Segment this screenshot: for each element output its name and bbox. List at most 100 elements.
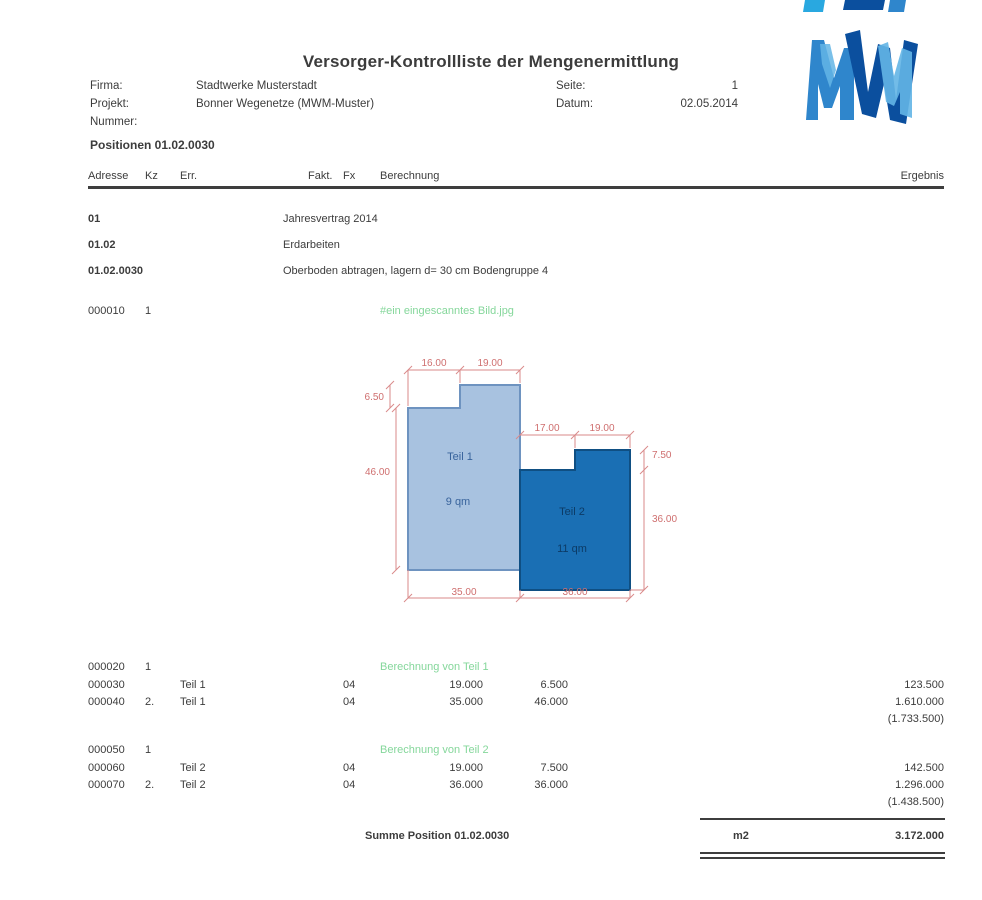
col-fx: Fx — [343, 170, 356, 182]
positionen-heading: Positionen 01.02.0030 — [90, 138, 215, 152]
row-adresse: 000040 — [88, 696, 125, 708]
seite-label: Seite: — [556, 80, 586, 92]
row-val2: 6.500 — [540, 679, 568, 691]
comment-row: 000050 1 Berechnung von Teil 2 — [88, 744, 944, 760]
row-fx: 04 — [343, 696, 356, 708]
row-adresse: 000050 — [88, 744, 125, 756]
datum-value: 02.05.2014 — [680, 98, 738, 110]
row-ergebnis: 142.500 — [904, 762, 944, 774]
dim-t1-left-lower: 46.00 — [365, 467, 390, 478]
sketch-diagram: 16.00 19.00 6.50 46.00 35.00 17.00 19.00… — [365, 358, 677, 603]
row-fx: 04 — [343, 679, 356, 691]
row-err: Teil 1 — [180, 679, 206, 691]
table-row: 01.02.0030 Oberboden abtragen, lagern d=… — [88, 265, 944, 281]
dim-t1-top-left: 16.00 — [421, 358, 446, 369]
row-val1: 19.000 — [449, 679, 483, 691]
row-adresse: 000070 — [88, 779, 125, 791]
col-fakt: Fakt. — [308, 170, 333, 182]
teil1-shape — [407, 384, 521, 571]
row-text: Jahresvertrag 2014 — [283, 213, 378, 225]
header-rule — [88, 186, 944, 189]
row-val1: 36.000 — [449, 779, 483, 791]
sum-rule-top — [700, 818, 945, 820]
teil1-area: 9 qm — [446, 496, 470, 508]
dim-t1-left-upper: 6.50 — [365, 392, 385, 403]
dim-t2-bottom: 36.00 — [562, 587, 587, 598]
row-kz: 2. — [145, 779, 155, 791]
row-val2: 7.500 — [540, 762, 568, 774]
calc-comment: Berechnung von Teil 1 — [380, 661, 489, 673]
firma-label: Firma: — [90, 80, 123, 92]
row-val2: 36.000 — [534, 779, 568, 791]
col-kz: Kz — [145, 170, 158, 182]
dim-t1-top-right: 19.00 — [477, 358, 502, 369]
page-title: Versorger-Kontrollliste der Mengenermitt… — [302, 52, 680, 71]
summe-wert: 3.172.000 — [895, 830, 944, 842]
comment-row: 000020 1 Berechnung von Teil 1 — [88, 661, 944, 677]
row-adresse: 000030 — [88, 679, 125, 691]
row-adresse: 000010 — [88, 305, 125, 317]
row-kz: 2. — [145, 696, 155, 708]
summe-einheit: m2 — [733, 830, 749, 842]
row-val1: 35.000 — [449, 696, 483, 708]
group-subtotal: (1.438.500) — [887, 796, 944, 808]
row-adresse: 000060 — [88, 762, 125, 774]
row-err: Teil 2 — [180, 762, 206, 774]
row-fx: 04 — [343, 779, 356, 791]
teil2-label: Teil 2 — [559, 506, 585, 518]
row-kz: 1 — [145, 305, 152, 317]
projekt-value: Bonner Wegenetze (MWM-Muster) — [196, 98, 375, 110]
subtotal-row: (1.733.500) — [88, 713, 944, 729]
row-kz: 1 — [145, 744, 152, 756]
teil2-area: 11 qm — [557, 543, 587, 555]
sum-rule-bottom-2 — [700, 857, 945, 859]
sum-rule-bottom-1 — [700, 852, 945, 854]
image-reference-row: 000010 1 #ein eingescanntes Bild.jpg — [88, 305, 944, 321]
group-subtotal: (1.733.500) — [887, 713, 944, 725]
col-berechnung: Berechnung — [380, 170, 440, 182]
calc-comment: Berechnung von Teil 2 — [380, 744, 489, 756]
table-row: 01 Jahresvertrag 2014 — [88, 213, 944, 229]
col-ergebnis: Ergebnis — [900, 170, 944, 182]
dim-t2-right-upper: 7.50 — [652, 450, 672, 461]
mwm-logo — [803, 0, 918, 124]
calc-row: 000060 Teil 2 04 19.000 7.500 142.500 — [88, 762, 944, 778]
datum-label: Datum: — [556, 98, 594, 110]
calc-row: 000040 2. Teil 1 04 35.000 46.000 1.610.… — [88, 696, 944, 712]
row-val2: 46.000 — [534, 696, 568, 708]
dimension-lines — [385, 365, 649, 603]
dim-t2-top-right: 19.00 — [589, 423, 614, 434]
summe-row: Summe Position 01.02.0030 m2 3.172.000 — [88, 830, 944, 846]
teil1-label: Teil 1 — [447, 451, 473, 463]
col-adresse: Adresse — [88, 170, 129, 182]
logo-top-accent-2 — [843, 0, 885, 10]
projekt-label: Projekt: — [90, 98, 129, 110]
nummer-label: Nummer: — [90, 116, 138, 128]
row-adresse: 01.02.0030 — [88, 265, 144, 277]
row-adresse: 01 — [88, 213, 101, 225]
row-ergebnis: 1.296.000 — [895, 779, 944, 791]
row-adresse: 000020 — [88, 661, 125, 673]
summe-label: Summe Position 01.02.0030 — [365, 830, 510, 842]
row-ergebnis: 1.610.000 — [895, 696, 944, 708]
calc-row: 000070 2. Teil 2 04 36.000 36.000 1.296.… — [88, 779, 944, 795]
seite-value: 1 — [731, 80, 738, 92]
row-err: Teil 2 — [180, 779, 206, 791]
col-err: Err. — [180, 170, 198, 182]
dim-t2-top-left: 17.00 — [534, 423, 559, 434]
firma-value: Stadtwerke Musterstadt — [196, 80, 317, 92]
image-comment: #ein eingescanntes Bild.jpg — [380, 305, 514, 317]
dim-t2-right-lower: 36.00 — [652, 514, 677, 525]
row-ergebnis: 123.500 — [904, 679, 944, 691]
subtotal-row: (1.438.500) — [88, 796, 944, 812]
table-header-row: Adresse Kz Err. Fakt. Fx Berechnung Erge… — [88, 170, 944, 186]
dim-t1-bottom: 35.00 — [451, 587, 476, 598]
teil2-shape — [519, 449, 631, 591]
row-err: Teil 1 — [180, 696, 206, 708]
row-fx: 04 — [343, 762, 356, 774]
logo-mwm-glyph — [806, 30, 918, 124]
logo-top-accent-1 — [803, 0, 825, 12]
row-val1: 19.000 — [449, 762, 483, 774]
calc-row: 000030 Teil 1 04 19.000 6.500 123.500 — [88, 679, 944, 695]
